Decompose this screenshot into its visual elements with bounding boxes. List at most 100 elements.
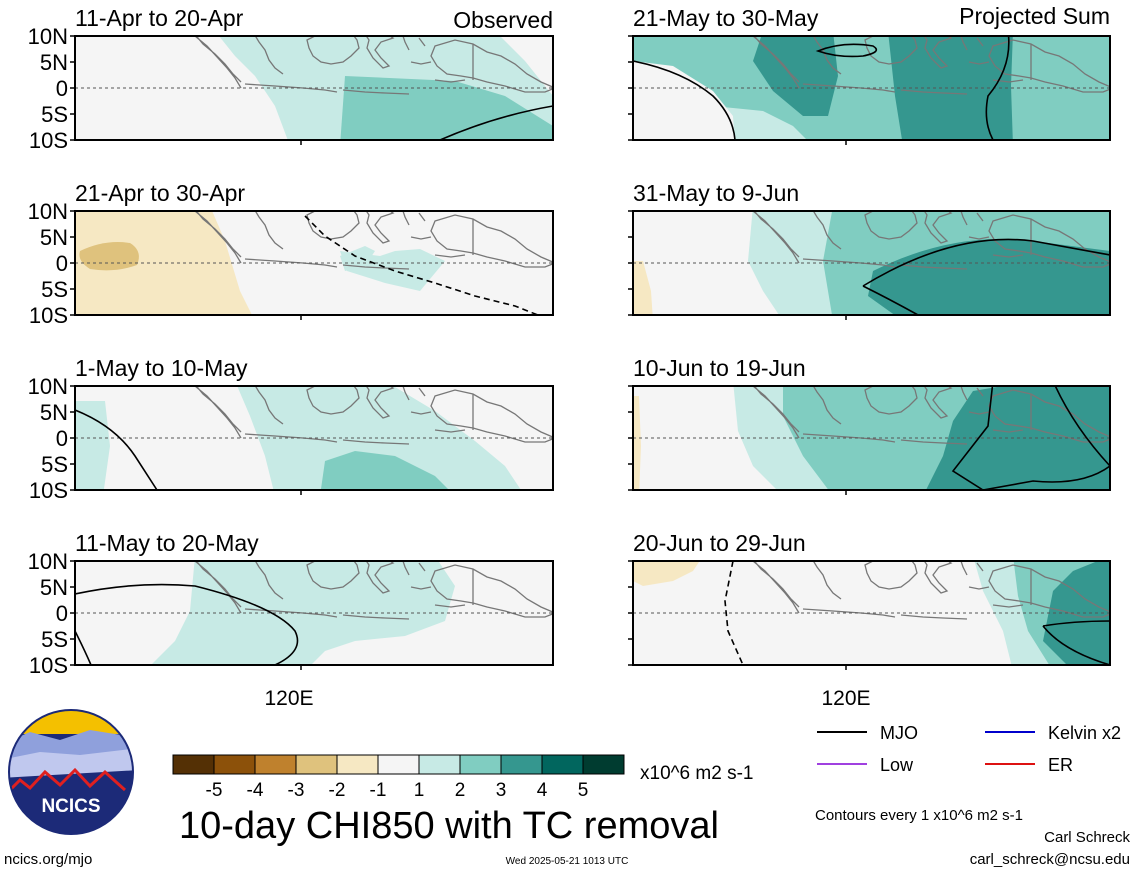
panel-obs-2: [74, 210, 554, 316]
colorbar-label: 4: [537, 780, 548, 801]
mjo-contour: [724, 561, 744, 665]
colorbar-swatch: [295, 754, 338, 775]
panel-plot-area: [75, 386, 553, 490]
colorbar-label: -5: [206, 780, 223, 801]
legend-label: Low: [880, 755, 914, 775]
panel-proj-1: [632, 35, 1111, 141]
mjo-contour: [982, 386, 1110, 490]
shading-region: [237, 386, 521, 490]
shading-region: [633, 261, 653, 315]
logo-sun: [9, 710, 133, 734]
y-tick-label: 5S: [41, 452, 68, 477]
y-tick-label: 10N: [28, 374, 68, 399]
panel-title: 21-May to 30-May: [633, 5, 819, 31]
author-email: carl_schreck@ncsu.edu: [970, 851, 1130, 868]
colorbar-swatch: [500, 754, 543, 775]
colorbar-swatch: [582, 754, 625, 775]
shading-region: [352, 131, 381, 140]
y-tick-label: 0: [56, 601, 68, 626]
y-tick-label: 0: [56, 426, 68, 451]
colorbar-swatch: [541, 754, 584, 775]
mjo-contour: [75, 630, 92, 665]
shading-region: [633, 61, 735, 140]
panel-plot-area: [633, 561, 1110, 665]
colorbar-label: -2: [329, 780, 346, 801]
timestamp: Wed 2025-05-21 1013 UTC: [506, 856, 629, 867]
panel-title: 1-May to 10-May: [75, 355, 248, 381]
mjo-contour: [985, 36, 1010, 140]
panel-title: 11-May to 20-May: [75, 530, 259, 556]
panel-plot-area: [633, 36, 1110, 140]
panel-title: 21-Apr to 30-Apr: [75, 180, 245, 206]
legend-label: Kelvin x2: [1048, 723, 1121, 743]
shading-region: [633, 561, 700, 586]
legend-label: MJO: [880, 723, 918, 743]
y-tick-label: 0: [56, 251, 68, 276]
logo-art: [9, 710, 133, 834]
colorbar-label: -4: [247, 780, 264, 801]
panel-title: 31-May to 9-Jun: [633, 180, 799, 206]
logo-ring: [8, 709, 134, 835]
panel-plot-area: [75, 561, 553, 665]
shading-region: [320, 451, 449, 490]
y-tick-label: 5N: [40, 400, 68, 425]
y-tick-label: 10N: [28, 24, 68, 49]
panel-plot-area: [633, 386, 1110, 490]
panel-proj-3: [632, 385, 1111, 491]
author-name: Carl Schreck: [1044, 829, 1130, 846]
shading-region: [340, 76, 553, 140]
y-tick-label: 5S: [41, 627, 68, 652]
panel-obs-4: [74, 560, 554, 666]
panel-title: 20-Jun to 29-Jun: [633, 530, 806, 556]
colorbar-label: -1: [370, 780, 387, 801]
panel-proj-2: [632, 210, 1111, 316]
colorbar-swatch: [172, 754, 215, 775]
mjo-contour: [75, 409, 158, 490]
mjo-contour: [862, 238, 1110, 287]
y-tick-label: 5N: [40, 575, 68, 600]
mjo-contour: [75, 583, 299, 665]
x-tick-label-120E: 120E: [821, 687, 870, 710]
panel-obs-1: [74, 35, 554, 141]
colorbar-units: x10^6 m2 s-1: [640, 763, 753, 784]
shading-region: [1043, 561, 1110, 665]
panel-plot-area: [75, 36, 553, 140]
mjo-contour: [862, 285, 919, 315]
mjo-contour: [439, 105, 553, 140]
panel-plot-area: [633, 211, 1110, 315]
mjo-contour: [951, 386, 994, 490]
y-tick-label: 10S: [29, 128, 68, 153]
projected-label: Projected Sum: [959, 3, 1110, 29]
y-tick-label: 10S: [29, 653, 68, 678]
colorbar-label: 5: [578, 780, 589, 801]
mjo-contour: [1042, 625, 1110, 665]
y-tick-label: 10S: [29, 478, 68, 503]
y-tick-label: 10N: [28, 199, 68, 224]
colorbar-swatch: [418, 754, 461, 775]
y-tick-label: 5S: [41, 102, 68, 127]
colorbar-label: 3: [496, 780, 507, 801]
logo-text: NCICS: [41, 796, 100, 817]
colorbar-swatch: [254, 754, 297, 775]
colorbar-label: -3: [288, 780, 305, 801]
mjo-contour: [304, 215, 540, 315]
ncics-logo: NCICS: [8, 709, 134, 835]
shading-region: [75, 401, 110, 490]
shading-region: [75, 211, 252, 315]
panel-title: 10-Jun to 19-Jun: [633, 355, 806, 381]
legend-label: ER: [1048, 755, 1073, 775]
panel-title: 11-Apr to 20-Apr: [75, 5, 244, 31]
y-tick-label: 0: [56, 76, 68, 101]
logo-red-line: [9, 767, 127, 797]
figure-title: 10-day CHI850 with TC removal: [179, 805, 719, 847]
panel-plot-area: [75, 211, 553, 315]
x-tick-label-120E: 120E: [264, 687, 313, 710]
mjo-contour: [633, 60, 736, 140]
panel-obs-3: [74, 385, 554, 491]
y-tick-label: 10N: [28, 549, 68, 574]
contour-note: Contours every 1 x10^6 m2 s-1: [815, 807, 1023, 824]
mjo-contour: [815, 43, 878, 58]
colorbar-swatch: [336, 754, 379, 775]
mjo-contour: [1042, 620, 1110, 627]
